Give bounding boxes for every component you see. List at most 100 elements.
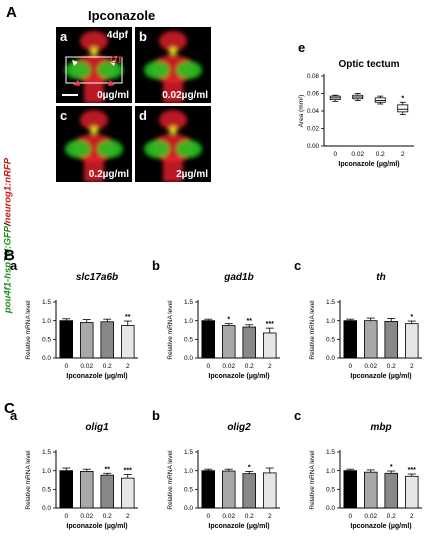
y-tick-label: 0.06	[307, 91, 320, 98]
brain-image	[65, 110, 123, 182]
x-axis-label: Ipconazole (µg/ml)	[66, 373, 127, 380]
gene-title: slc17a6b	[76, 272, 118, 283]
x-tick-label: 0.02	[80, 513, 93, 520]
left-tectum-region	[144, 140, 170, 158]
x-axis-label: Ipconazole (µg/ml)	[208, 523, 269, 530]
x-tick-label: 2	[401, 151, 405, 158]
bar	[221, 325, 236, 359]
hindbrain-region	[84, 156, 104, 182]
concentration-label: 0.2µg/ml	[88, 169, 129, 180]
micrograph-d: d 2µg/ml	[135, 106, 211, 182]
roi-box	[65, 56, 123, 84]
brain-group	[65, 31, 123, 103]
x-tick-label: 2	[410, 513, 414, 520]
y-tick-label: 1.5	[326, 449, 335, 456]
bar	[363, 320, 378, 359]
micrograph-b: b 0.02µg/ml	[135, 27, 211, 103]
bar	[404, 323, 419, 359]
y-tick-label: 1.5	[42, 299, 51, 306]
right-tectum-region	[97, 140, 123, 158]
micrograph-tag: c	[60, 108, 68, 123]
x-axis-label: Ipconazole (µg/ml)	[350, 373, 411, 380]
arrowhead-icon	[73, 80, 80, 86]
micrograph-tag: a	[60, 29, 68, 44]
x-axis-label: Ipconazole (µg/ml)	[350, 523, 411, 530]
olig1-chart: a olig1 Relative mRNA level 0.0 0.5 1.0 1.5 0 0.…	[10, 408, 138, 530]
y-tick-label: 0.02	[307, 126, 320, 133]
y-tick-label: 1.0	[326, 468, 335, 475]
x-tick-label: 0.2	[245, 363, 254, 370]
bar	[262, 332, 277, 359]
y-axis-label: Relative mRNA level	[167, 450, 174, 510]
panel-letter: e	[298, 40, 305, 55]
arrowhead-icon	[110, 60, 116, 66]
y-tick-label: 0.5	[42, 337, 51, 344]
y-axis-label: Relative mRNA level	[167, 300, 174, 360]
panel-letter: a	[10, 258, 18, 273]
olig2-chart: b olig2 Relative mRNA level 0.0 0.5 1.0 1.5 0 0.…	[152, 408, 280, 530]
x-tick-label: 0.02	[222, 363, 235, 370]
concentration-label: 2µg/ml	[176, 169, 208, 180]
bar	[363, 471, 378, 509]
concentration-label: 0.02µg/ml	[162, 90, 208, 101]
x-tick-label: 0	[333, 151, 337, 158]
stage-label: 4dpf	[106, 30, 128, 41]
forebrain-region	[159, 110, 187, 130]
arrowhead-icon	[108, 80, 115, 86]
bar	[120, 477, 135, 509]
y-tick-label: 0.5	[184, 337, 193, 344]
panel-a-title: Ipconazole	[88, 8, 156, 23]
gene-title: gad1b	[223, 272, 253, 283]
forebrain-region	[159, 31, 187, 51]
x-tick-label: 0	[206, 363, 210, 370]
panel-letter: c	[294, 408, 301, 423]
bar	[201, 470, 216, 509]
y-tick-label: 1.5	[326, 299, 335, 306]
bar	[343, 470, 358, 509]
brain-image	[62, 31, 123, 103]
x-tick-label: 0.02	[351, 151, 364, 158]
y-tick-label: 1.0	[184, 468, 193, 475]
significance-label: *	[227, 317, 230, 324]
brain-group	[144, 110, 202, 182]
micrograph-tag: d	[139, 108, 147, 123]
panel-letter: a	[10, 408, 18, 423]
box	[397, 104, 409, 113]
bar	[343, 320, 358, 359]
gad1b-chart: b gad1b Relative mRNA level 0.0 0.5 1.0 1.5 0 * 0…	[152, 258, 280, 380]
y-axis-label: Relative mRNA level	[25, 450, 32, 510]
y-tick-label: 0.04	[307, 108, 320, 115]
right-tectum-region	[97, 61, 123, 79]
significance-label: *	[390, 464, 393, 471]
concentration-label: 0µg/ml	[97, 90, 129, 101]
x-tick-label: 0.02	[80, 363, 93, 370]
bar	[242, 326, 257, 359]
x-tick-label: 0.2	[387, 363, 396, 370]
mbp-chart: c mbp Relative mRNA level 0.0 0.5 1.0 1.5 0 0.02…	[294, 408, 422, 530]
significance-label: *	[248, 464, 251, 471]
hindbrain-region	[163, 156, 183, 182]
bar	[100, 474, 115, 509]
ot-label: OT	[110, 55, 123, 65]
y-tick-label: 1.5	[184, 449, 193, 456]
forebrain-region	[80, 110, 108, 130]
slc17a6b-chart: a slc17a6b Relative mRNA level 0.0 0.5 1.0 1.5…	[10, 258, 138, 380]
y-tick-label: 0.5	[326, 337, 335, 344]
y-tick-label: 0.0	[326, 355, 335, 362]
panel-c-letter: C	[4, 400, 15, 417]
x-tick-label: 0	[64, 363, 68, 370]
arrowhead-icon	[72, 60, 78, 66]
panel-letter: c	[294, 258, 301, 273]
optic-tectum-chart: e Optic tectum Area (mm²) 0.00 0.02 0.04 0.06 0…	[298, 40, 414, 168]
x-axis-label: Ipconazole (µg/ml)	[66, 523, 127, 530]
bar	[120, 325, 135, 359]
x-tick-label: 2	[410, 363, 414, 370]
y-tick-label: 0.0	[42, 505, 51, 512]
micrograph-a: a 4dpf OT 0µg/ml	[56, 27, 132, 103]
y-tick-label: 0.5	[184, 487, 193, 494]
y-axis-label: Area (mm²)	[298, 95, 305, 128]
hindbrain-region	[163, 77, 183, 103]
micrograph-c: c 0.2µg/ml	[56, 106, 132, 182]
y-axis-label: Relative mRNA level	[25, 300, 32, 360]
bar	[100, 321, 115, 359]
